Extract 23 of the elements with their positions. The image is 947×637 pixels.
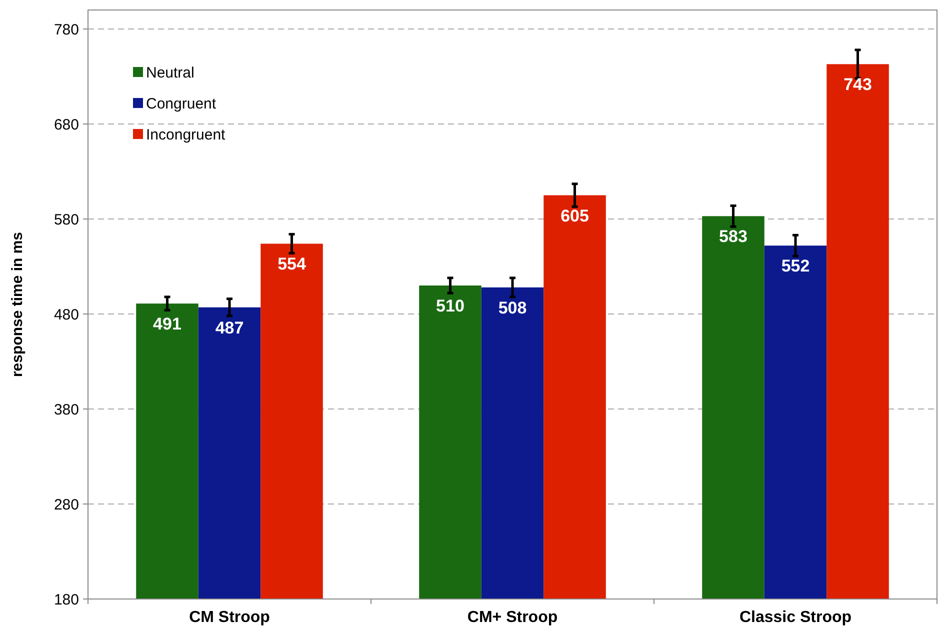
data-label: 491 <box>153 314 182 334</box>
data-label: 487 <box>215 318 244 338</box>
data-label: 508 <box>498 298 527 318</box>
legend-label: Incongruent <box>146 126 226 144</box>
y-tick-label: 380 <box>54 401 79 418</box>
data-label: 554 <box>278 254 306 274</box>
legend-label: Neutral <box>146 64 194 82</box>
y-tick-label: 580 <box>54 211 79 228</box>
y-tick-label: 680 <box>54 116 79 134</box>
y-tick-label: 780 <box>54 21 79 38</box>
x-tick-label: CM Stroop <box>189 609 270 626</box>
data-label: 605 <box>560 206 589 226</box>
y-axis-title: response time in ms <box>9 232 26 378</box>
x-tick-label: CM+ Stroop <box>467 609 558 626</box>
y-tick-label: 280 <box>54 496 79 514</box>
data-label: 510 <box>436 296 464 316</box>
y-tick-label: 480 <box>54 306 79 324</box>
y-tick-label: 180 <box>54 591 79 608</box>
data-label: 583 <box>719 227 748 246</box>
legend-label: Congruent <box>146 95 217 112</box>
data-label: 743 <box>844 75 872 94</box>
x-tick-label: Classic Stroop <box>739 609 852 626</box>
data-label: 552 <box>781 256 810 276</box>
